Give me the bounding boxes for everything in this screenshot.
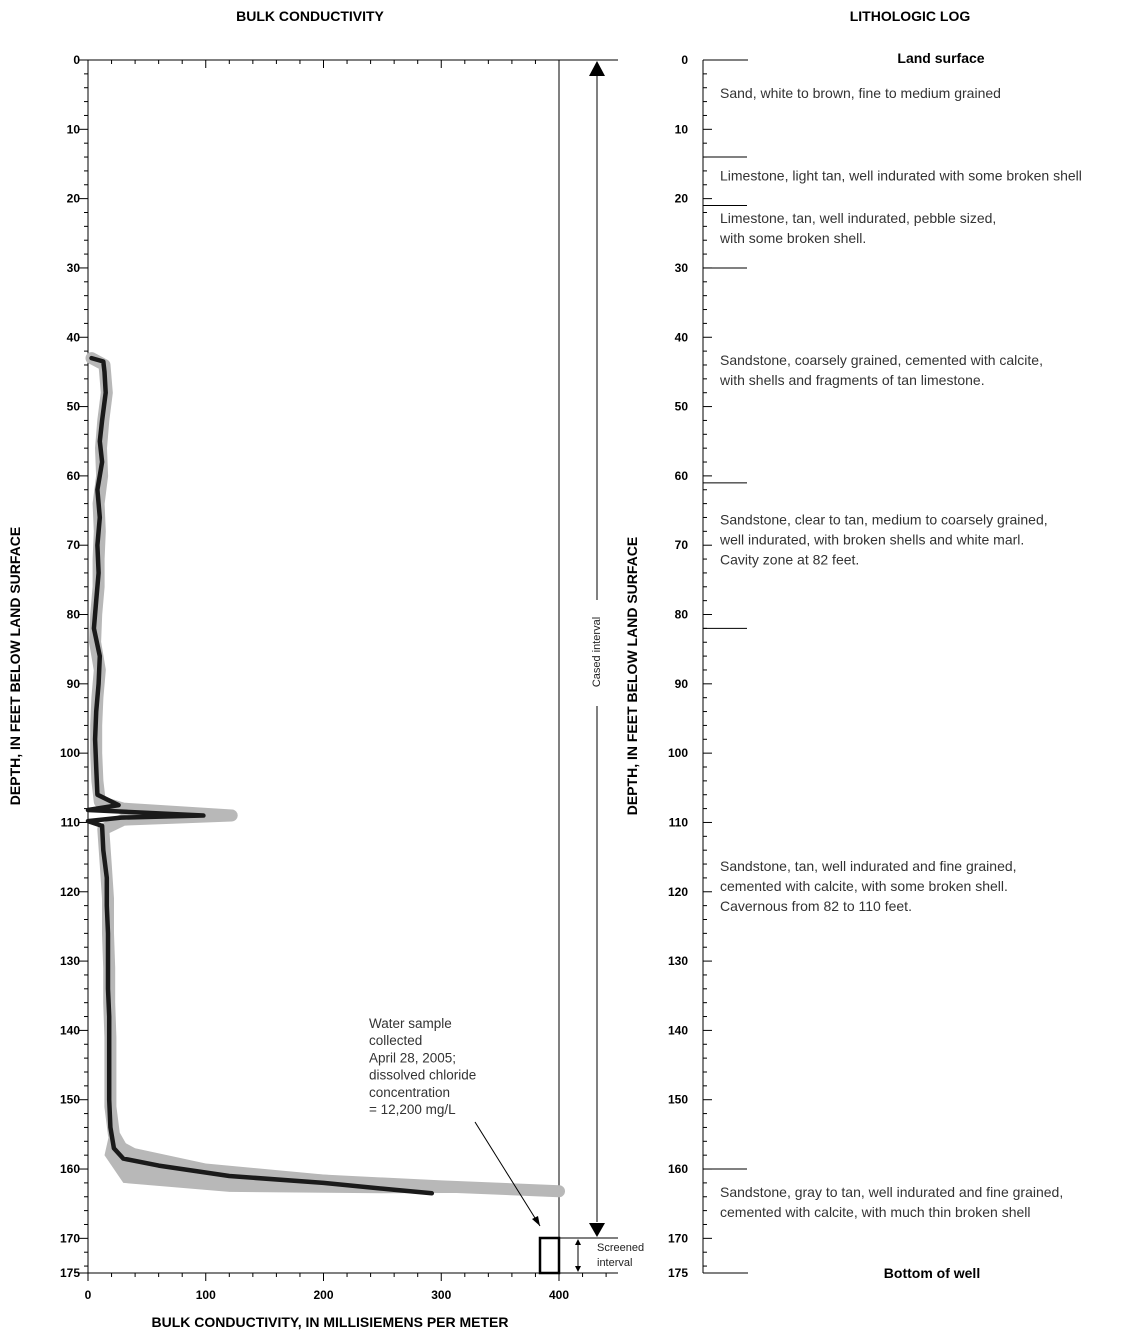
right-tick-label: 20 bbox=[675, 192, 689, 206]
gray-envelope-spread bbox=[104, 1134, 559, 1194]
cased-interval-arrow bbox=[589, 61, 605, 1237]
right-tick-label: 30 bbox=[675, 261, 689, 275]
conductivity-xlabel: BULK CONDUCTIVITY, IN MILLISIEMENS PER M… bbox=[151, 1314, 508, 1330]
left-tick-label: 140 bbox=[60, 1023, 80, 1037]
x-tick-label: 0 bbox=[85, 1288, 92, 1302]
screened-label-2: interval bbox=[597, 1257, 632, 1269]
conductivity-ylabel: DEPTH, IN FEET BELOW LAND SURFACE bbox=[7, 527, 23, 805]
right-tick-label: 130 bbox=[668, 954, 688, 968]
depth-axis-left: 0 10 20 30 40 50 60 70 80 90 100 110 120 130 140 150 160… bbox=[60, 53, 88, 1280]
right-tick-label: 120 bbox=[668, 885, 688, 899]
water-sample-arrowhead bbox=[532, 1216, 540, 1226]
left-tick-label: 150 bbox=[60, 1093, 80, 1107]
conductivity-axis: 0 100 200 300 400 bbox=[85, 60, 618, 1302]
lithologic-unit-description: Cavity zone at 82 feet. bbox=[720, 551, 859, 567]
right-tick-label: 60 bbox=[675, 469, 689, 483]
left-tick-label: 175 bbox=[60, 1266, 80, 1280]
x-tick-label: 400 bbox=[549, 1288, 569, 1302]
water-sample-line: dissolved chloride bbox=[369, 1068, 476, 1083]
water-sample-line: Water sample bbox=[369, 1016, 452, 1031]
left-tick-label: 10 bbox=[67, 122, 81, 136]
water-sample-line: = 12,200 mg/L bbox=[369, 1102, 456, 1117]
conductivity-plot-frame bbox=[87, 59, 560, 1274]
right-tick-label: 150 bbox=[668, 1093, 688, 1107]
right-tick-label: 50 bbox=[675, 400, 689, 414]
lithologic-unit-description: cemented with calcite, with some broken … bbox=[720, 878, 1008, 894]
screened-interval-box bbox=[538, 1236, 561, 1275]
lithologic-contacts bbox=[703, 156, 747, 1170]
water-sample-line: collected bbox=[369, 1033, 422, 1048]
left-tick-label: 100 bbox=[60, 746, 80, 760]
lithologic-unit-description: Limestone, tan, well indurated, pebble s… bbox=[720, 210, 996, 226]
x-tick-label: 200 bbox=[313, 1288, 333, 1302]
left-tick-label: 160 bbox=[60, 1162, 80, 1176]
conductivity-title: BULK CONDUCTIVITY bbox=[236, 8, 384, 24]
left-tick-label: 130 bbox=[60, 954, 80, 968]
left-tick-label: 170 bbox=[60, 1231, 80, 1245]
x-tick-label: 100 bbox=[196, 1288, 216, 1302]
lithologic-unit-description: Sandstone, coarsely grained, cemented wi… bbox=[720, 352, 1043, 368]
right-tick-label: 90 bbox=[675, 677, 689, 691]
left-tick-label: 40 bbox=[67, 330, 81, 344]
right-tick-label: 0 bbox=[681, 53, 688, 67]
conductivity-series bbox=[85, 352, 565, 1198]
left-tick-label: 30 bbox=[67, 261, 81, 275]
water-sample-line: April 28, 2005; bbox=[369, 1050, 456, 1065]
cased-interval-label: Cased interval bbox=[591, 617, 603, 687]
left-tick-label: 50 bbox=[67, 400, 81, 414]
lithologic-units: Sand, white to brown, fine to medium gra… bbox=[719, 85, 1082, 1220]
lithologic-unit-description: with some broken shell. bbox=[719, 230, 866, 246]
water-sample-leader bbox=[474, 1121, 541, 1227]
screened-interval-arrow bbox=[575, 1239, 581, 1272]
lithologic-unit-description: Sandstone, gray to tan, well indurated a… bbox=[720, 1184, 1063, 1200]
left-tick-label: 60 bbox=[67, 469, 81, 483]
lithologic-unit-description: Sandstone, clear to tan, medium to coars… bbox=[720, 511, 1048, 527]
right-tick-label: 40 bbox=[675, 330, 689, 344]
right-tick-label: 80 bbox=[675, 608, 689, 622]
water-sample-note: Water sample collected April 28, 2005; diss… bbox=[369, 1016, 476, 1117]
left-tick-label: 0 bbox=[73, 53, 80, 67]
lithologic-unit-description: Limestone, light tan, well indurated wit… bbox=[720, 168, 1082, 184]
left-tick-label: 120 bbox=[60, 885, 80, 899]
right-tick-label: 160 bbox=[668, 1162, 688, 1176]
left-tick-label: 20 bbox=[67, 192, 81, 206]
left-tick-label: 70 bbox=[67, 538, 81, 552]
lithologic-unit-description: well indurated, with broken shells and w… bbox=[719, 531, 1024, 547]
right-tick-label: 10 bbox=[675, 122, 689, 136]
right-tick-label: 140 bbox=[668, 1023, 688, 1037]
lithologic-ylabel: DEPTH, IN FEET BELOW LAND SURFACE bbox=[624, 537, 640, 815]
right-tick-label: 70 bbox=[675, 538, 689, 552]
lithologic-unit-description: with shells and fragments of tan limesto… bbox=[719, 372, 985, 388]
right-tick-label: 170 bbox=[668, 1231, 688, 1245]
left-tick-label: 110 bbox=[61, 815, 81, 829]
water-sample-line: concentration bbox=[369, 1085, 450, 1100]
land-surface-label: Land surface bbox=[897, 50, 984, 66]
screened-label-1: Screened bbox=[597, 1242, 644, 1254]
lithologic-title: LITHOLOGIC LOG bbox=[850, 8, 971, 24]
right-tick-label: 175 bbox=[668, 1266, 688, 1280]
lithologic-unit-description: Cavernous from 82 to 110 feet. bbox=[720, 898, 912, 914]
bottom-of-well-label: Bottom of well bbox=[884, 1265, 980, 1281]
gray-envelope-series bbox=[85, 352, 565, 1198]
conductivity-log-series bbox=[85, 355, 435, 1196]
right-tick-label: 110 bbox=[669, 815, 689, 829]
lithologic-unit-description: Sand, white to brown, fine to medium gra… bbox=[720, 85, 1001, 101]
left-tick-label: 80 bbox=[67, 608, 81, 622]
left-tick-label: 90 bbox=[67, 677, 81, 691]
lithologic-unit-description: cemented with calcite, with much thin br… bbox=[720, 1204, 1030, 1220]
lithologic-unit-description: Sandstone, tan, well indurated and fine … bbox=[720, 858, 1017, 874]
right-tick-label: 100 bbox=[668, 746, 688, 760]
x-tick-label: 300 bbox=[431, 1288, 451, 1302]
